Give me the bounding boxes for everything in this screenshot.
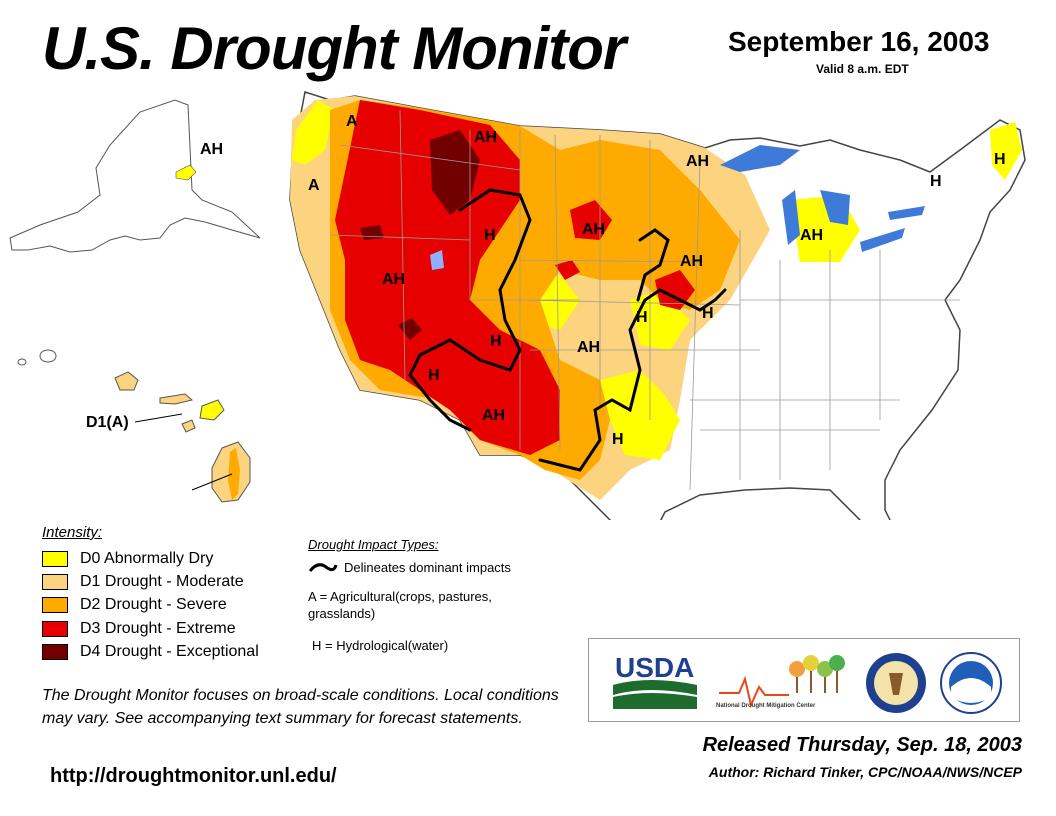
label-a-oregon: A [308, 177, 320, 194]
commerce-seal-icon [866, 653, 926, 713]
label-ah-south-dakota: AH [582, 221, 605, 238]
label-h-illinois: H [702, 305, 714, 322]
legend-row-d4: D4 Drought - Exceptional [42, 642, 259, 662]
release-date: Released Thursday, Sep. 18, 2003 [702, 734, 1022, 756]
d3-south-dakota [570, 200, 612, 240]
label-ah-kansas: AH [577, 339, 600, 356]
hawaii-d2-area [228, 448, 240, 500]
hawaii-maui [199, 399, 225, 421]
noaa-logo-icon [940, 652, 1002, 714]
legend-row-d3: D3 Drought - Extreme [42, 619, 236, 639]
d0-wa-coast [292, 100, 335, 165]
map-title: U.S. Drought Monitor [42, 15, 626, 82]
impact-h-definition: H = Hydrological(water) [312, 638, 449, 653]
legend-swatch-d3 [42, 621, 68, 637]
ndmc-logo-text: National Drought Mitigation Center [716, 703, 816, 709]
alaska: AH [9, 99, 261, 253]
legend-swatch-d1 [42, 574, 68, 590]
author-credit: Author: Richard Tinker, CPC/NOAA/NWS/NCE… [708, 764, 1022, 780]
legend-row-d2: D2 Drought - Severe [42, 595, 227, 615]
hawaii-kauai [39, 349, 57, 363]
label-a-washington: A [346, 113, 358, 130]
legend-label-d2: D2 Drought - Severe [80, 596, 227, 613]
map-date: September 16, 2003 [728, 26, 990, 57]
label-h-colorado: H [490, 333, 502, 350]
legend-title: Intensity: [42, 524, 103, 541]
label-ah-new-mexico: AH [482, 407, 505, 424]
lake-erie [860, 228, 905, 252]
d0-maine [990, 122, 1022, 180]
legend-swatch-d2 [42, 597, 68, 613]
d3-west [335, 100, 560, 455]
hawaii-kahoolawe [181, 419, 196, 433]
label-h-maine: H [994, 151, 1006, 168]
lake-superior [720, 145, 800, 172]
label-ah-montana: AH [474, 129, 497, 146]
hawaii: D1(A) [17, 349, 251, 503]
great-salt-lake [430, 250, 444, 270]
impact-types-title: Drought Impact Types: [308, 537, 439, 552]
agency-logos: USDA National Drought Mitigation Center [588, 638, 1020, 722]
legend-label-d0: D0 Abnormally Dry [80, 550, 214, 567]
legend-label-d4: D4 Drought - Exceptional [80, 643, 259, 660]
alaska-shape [9, 99, 261, 253]
hawaii-molokai [159, 393, 194, 405]
label-h-new-york: H [930, 173, 942, 190]
hawaii-callout-line [134, 413, 183, 423]
lake-michigan [782, 190, 800, 245]
lake-huron [820, 190, 850, 225]
logos-svg: USDA National Drought Mitigation Center [613, 652, 1002, 714]
hawaii-oahu [114, 371, 139, 391]
legend-label-d1: D1 Drought - Moderate [80, 573, 244, 590]
d3-nebraska [555, 260, 580, 280]
alaska-ah-label: AH [200, 141, 223, 158]
lake-ontario [888, 206, 925, 220]
label-ah-iowa: AH [680, 253, 703, 270]
label-h-oklahoma: H [612, 431, 624, 448]
legend-row-d1: D1 Drought - Moderate [42, 572, 244, 592]
label-h-missouri: H [636, 309, 648, 326]
ndmc-logo: National Drought Mitigation Center [716, 655, 845, 709]
legend-row-d0: D0 Abnormally Dry [42, 549, 213, 569]
label-ah-nevada: AH [382, 271, 405, 288]
legend-swatch-d0 [42, 551, 68, 567]
label-ah-michigan: AH [800, 227, 823, 244]
d4-idaho-montana [430, 130, 480, 215]
website-url[interactable]: http://droughtmonitor.unl.edu/ [50, 765, 337, 787]
disclaimer-note: The Drought Monitor focuses on broad-sca… [42, 687, 559, 727]
impact-boundaries [408, 188, 727, 472]
d3-iowa [655, 270, 695, 310]
valid-time: Valid 8 a.m. EDT [816, 62, 909, 76]
label-ah-minnesota: AH [686, 153, 709, 170]
impact-line-key: Delineates dominant impacts [308, 560, 511, 575]
label-h-arizona: H [428, 367, 440, 384]
legend-swatch-d4 [42, 644, 68, 660]
d0-south-plains [600, 370, 680, 460]
impact-a-definition: A = Agricultural(crops, pastures, grassl… [308, 589, 492, 621]
hawaii-callout-line-2 [191, 473, 233, 491]
alaska-d0-area [175, 164, 197, 181]
usda-logo: USDA [613, 652, 697, 709]
legend-label-d3: D3 Drought - Extreme [80, 620, 236, 637]
usda-logo-text: USDA [615, 652, 694, 683]
impact-line-label: Delineates dominant impacts [344, 560, 511, 575]
hawaii-label: D1(A) [86, 414, 129, 431]
drought-map: AH D1(A) [9, 91, 1026, 520]
hawaii-niihau [17, 358, 27, 366]
label-h-wyoming: H [484, 227, 496, 244]
state-boundaries [329, 109, 960, 491]
impact-line-icon [308, 562, 338, 572]
